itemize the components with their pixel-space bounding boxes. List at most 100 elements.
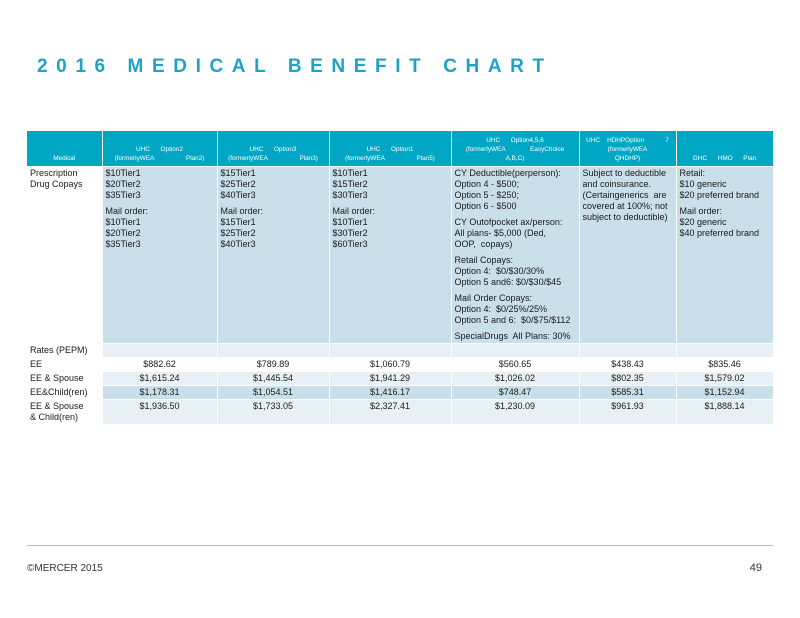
cell-line: $35Tier3	[105, 239, 141, 249]
cell-line: $30Tier3	[332, 190, 368, 200]
table-row: EE $882.62 $789.89 $1,060.79 $560.65 $438.43 $…	[27, 357, 774, 372]
table-cell: $10Tier1 $15Tier2 $30Tier3 Mail order: $10Ti…	[329, 166, 452, 344]
table-cell: $1,152.94	[676, 385, 774, 400]
table-cell: $1,060.79	[329, 357, 452, 372]
table-cell: $10Tier1 $20Tier2 $35Tier3 Mail order: $10Ti…	[102, 166, 218, 344]
cell-line: $20 generic	[679, 217, 727, 227]
cell-line: $10 generic	[679, 179, 727, 189]
table-cell	[579, 343, 677, 358]
column-header-line: UHC HDHPOption 7	[586, 137, 669, 144]
cell-line: $10Tier1	[105, 168, 141, 178]
cell-line: $30Tier2	[332, 228, 368, 238]
cell-line: $10Tier1	[332, 217, 368, 227]
column-header: UHC Option3 (formerlyWEA Plan3)	[217, 131, 330, 167]
column-header-line: UHC Option1	[366, 146, 414, 153]
cell-line: SpecialDrugs All Plans: 30%	[454, 331, 571, 341]
column-header-line: A,B,C)	[505, 155, 525, 162]
column-header-line: UHC Option3	[249, 146, 297, 153]
table-cell: $1,888.14	[676, 399, 774, 424]
cell-line: $20 preferred brand	[679, 190, 760, 200]
column-header-line: GHC HMO Plan	[692, 155, 757, 162]
table-cell: $585.31	[579, 385, 677, 400]
table-cell: $748.47	[451, 385, 580, 400]
row-label: EE & Spouse	[27, 371, 103, 386]
cell-line: (Certaingenerics are	[582, 190, 667, 200]
cell-line: $15Tier2	[332, 179, 368, 189]
table-cell	[676, 343, 774, 358]
table-cell: $1,054.51	[217, 385, 330, 400]
table-row: EE&Child(ren) $1,178.31 $1,054.51 $1,416.17…	[27, 385, 774, 400]
cell-line: $40Tier3	[220, 239, 256, 249]
table-cell: $1,733.05	[217, 399, 330, 424]
cell-line: $15Tier1	[220, 168, 256, 178]
benefit-table: Medical UHC Option2 (formerlyWEA Plan2) UHC…	[27, 131, 774, 424]
cell-line: $40 preferred brand	[679, 228, 760, 238]
cell-line: subject to deductible)	[582, 212, 668, 222]
column-header-line: QHDHP)	[614, 155, 641, 162]
table-row: Prescription Drug Copays $10Tier1 $20Tier2 $…	[27, 166, 774, 344]
table-cell: $1,445.54	[217, 371, 330, 386]
cell-line: Option 5 and6: $0/$30/$45	[454, 277, 562, 287]
cell-line: CY Outofpocket ax/person:	[454, 217, 563, 227]
table-cell: $1,230.09	[451, 399, 580, 424]
cell-line: All plans- $5,000 (Ded,	[454, 228, 547, 238]
cell-line: EE	[30, 359, 43, 369]
table-cell: $1,936.50	[102, 399, 218, 424]
cell-line: EE & Spouse	[30, 401, 84, 411]
table-cell: $15Tier1 $25Tier2 $40Tier3 Mail order: $15Ti…	[217, 166, 330, 344]
column-header: UHC Option2 (formerlyWEA Plan2)	[102, 131, 218, 167]
column-header: UHC Option1 (formerlyWEA Plan5)	[329, 131, 452, 167]
table-cell	[217, 343, 330, 358]
cell-line: Option 6 - $500	[454, 201, 517, 211]
table-cell	[451, 343, 580, 358]
cell-line: $25Tier2	[220, 179, 256, 189]
column-header-line: (formerlyWEA Plan3)	[228, 155, 318, 162]
table-cell: $802.35	[579, 371, 677, 386]
cell-line: EE&Child(ren)	[30, 387, 88, 397]
table-row: EE & Spouse & Child(ren) $1,936.50 $1,733.0…	[27, 399, 774, 424]
table-cell: $438.43	[579, 357, 677, 372]
page-title: 2016 MEDICAL BENEFIT CHART	[37, 56, 553, 77]
cell-line: Retail Copays:	[454, 255, 514, 265]
row-label: Prescription Drug Copays	[27, 166, 103, 344]
cell-line: Option 4 - $500;	[454, 179, 520, 189]
table-cell	[102, 343, 218, 358]
cell-line: and coinsurance.	[582, 179, 652, 189]
cell-line: Mail Order Copays:	[454, 293, 533, 303]
cell-line: CY Deductible(perperson):	[454, 168, 561, 178]
cell-line: Mail order:	[679, 206, 723, 216]
table-cell: $1,941.29	[329, 371, 452, 386]
cell-line: $10Tier1	[105, 217, 141, 227]
table-cell: $835.46	[676, 357, 774, 372]
table-cell: CY Deductible(perperson): Option 4 - $500…	[451, 166, 580, 344]
table-cell: $560.65	[451, 357, 580, 372]
cell-line: $40Tier3	[220, 190, 256, 200]
cell-line: covered at 100%; not	[582, 201, 668, 211]
table-cell: $1,416.17	[329, 385, 452, 400]
footer-divider	[27, 545, 773, 546]
cell-line: $25Tier2	[220, 228, 256, 238]
cell-line: Mail order:	[332, 206, 376, 216]
row-label: EE	[27, 357, 103, 372]
table-cell: $961.93	[579, 399, 677, 424]
table-row: Rates (PEPM)	[27, 343, 774, 358]
table-cell: $1,026.02	[451, 371, 580, 386]
cell-line: Prescription	[30, 168, 78, 178]
row-label: Rates (PEPM)	[27, 343, 103, 358]
column-header-line: (formerlyWEA	[607, 146, 648, 153]
cell-line: Subject to deductible	[582, 168, 667, 178]
cell-line: EE & Spouse	[30, 373, 84, 383]
page-number: 49	[749, 562, 762, 574]
table-cell: $882.62	[102, 357, 218, 372]
column-header-line: (formerlyWEA Plan5)	[345, 155, 435, 162]
cell-line: & Child(ren)	[30, 412, 79, 422]
cell-line: Mail order:	[220, 206, 264, 216]
cell-line: $35Tier3	[105, 190, 141, 200]
row-label: EE & Spouse & Child(ren)	[27, 399, 103, 424]
table-cell: Subject to deductible and coinsurance. (Ce…	[579, 166, 677, 344]
column-header-line: (formerlyWEA EasyChoice	[465, 146, 565, 153]
cell-line: Option 5 - $250;	[454, 190, 520, 200]
cell-line: Option 5 and 6: $0/$75/$112	[454, 315, 571, 325]
cell-line: Drug Copays	[30, 179, 83, 189]
table-cell: $1,615.24	[102, 371, 218, 386]
